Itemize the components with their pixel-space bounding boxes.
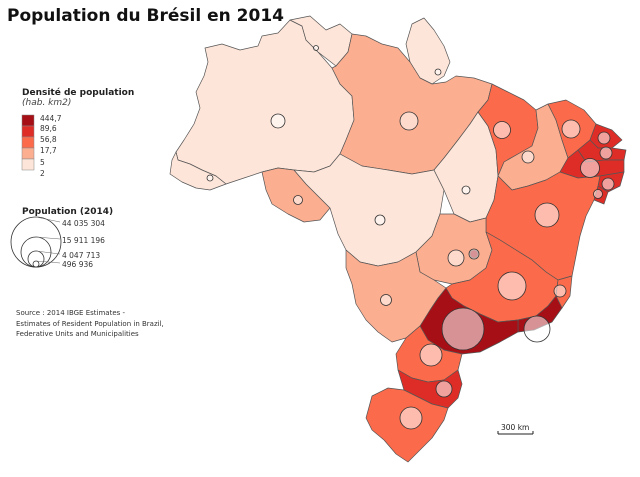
population-legend-value-4: 496 936 xyxy=(62,260,94,269)
circle-rn xyxy=(597,131,611,145)
circle-tocantins xyxy=(461,185,471,195)
circle-roraima xyxy=(313,45,319,51)
circle-amapa xyxy=(434,68,442,76)
region-rondonia xyxy=(261,167,331,223)
population-legend-circles xyxy=(10,216,62,268)
scale-bar-label: 300 km xyxy=(501,423,529,432)
density-class-label-1: 444,7 xyxy=(40,114,62,123)
density-legend-subtitle: (hab. km2) xyxy=(22,98,72,108)
circle-pb xyxy=(599,146,613,160)
circle-parana xyxy=(419,343,443,367)
legend-circle-15m xyxy=(20,236,52,268)
legend-circle-44m xyxy=(10,216,62,268)
population-circles xyxy=(206,45,615,430)
legend-circle-0-5m xyxy=(32,260,40,268)
circle-maranhao xyxy=(493,121,511,139)
population-legend-value-2: 15 911 196 xyxy=(62,236,105,245)
legend-circle-4m xyxy=(27,250,45,268)
circle-mato-grosso xyxy=(374,214,386,226)
source-note: Source : 2014 IBGE Estimates - Estimates… xyxy=(16,308,164,340)
density-class-label-3: 56,8 xyxy=(40,135,57,144)
circle-amazonas xyxy=(270,113,286,129)
population-legend-title: Population (2014) xyxy=(22,207,114,217)
density-legend-title: Densité de population xyxy=(22,88,135,98)
circle-rs xyxy=(399,406,423,430)
circle-para xyxy=(399,111,419,131)
circle-minas-gerais xyxy=(497,271,527,301)
swatch-class-1 xyxy=(21,158,35,171)
circle-al xyxy=(601,177,615,191)
density-class-label-2: 89,6 xyxy=(40,124,57,133)
circle-rondonia xyxy=(293,195,303,205)
circle-sao-paulo xyxy=(441,307,485,351)
circle-df xyxy=(468,248,480,260)
circle-sc xyxy=(435,380,453,398)
swatch-class-2 xyxy=(21,147,35,160)
circle-acre xyxy=(206,174,214,182)
circle-ceara xyxy=(561,119,581,139)
circle-piaui xyxy=(521,150,535,164)
circle-pe xyxy=(580,158,600,178)
region-amapa xyxy=(405,17,451,85)
source-line-1: Source : 2014 IBGE Estimates - xyxy=(16,309,126,317)
circle-se xyxy=(593,189,603,199)
circle-ms xyxy=(380,294,392,306)
density-class-label-4: 17,7 xyxy=(40,146,57,155)
density-legend-swatches xyxy=(21,114,35,171)
circle-rj xyxy=(523,315,551,343)
circle-es xyxy=(553,284,567,298)
density-class-label-6: 2 xyxy=(40,169,45,178)
circle-bahia xyxy=(534,202,560,228)
density-class-label-5: 5 xyxy=(40,158,45,167)
scale-bar: 300 km xyxy=(497,423,534,435)
swatch-class-4 xyxy=(21,125,35,138)
swatch-class-3 xyxy=(21,136,35,149)
region-ms xyxy=(345,249,447,343)
map-title: Population du Brésil en 2014 xyxy=(7,6,284,26)
circle-goias xyxy=(447,249,465,267)
source-line-2: Estimates of Resident Population in Braz… xyxy=(16,319,164,328)
swatch-class-5 xyxy=(21,114,35,127)
source-line-3: Federative Units and Municipalities xyxy=(16,330,139,338)
population-legend-value-1: 44 035 304 xyxy=(62,219,105,228)
population-legend-value-3: 4 047 713 xyxy=(62,251,101,260)
